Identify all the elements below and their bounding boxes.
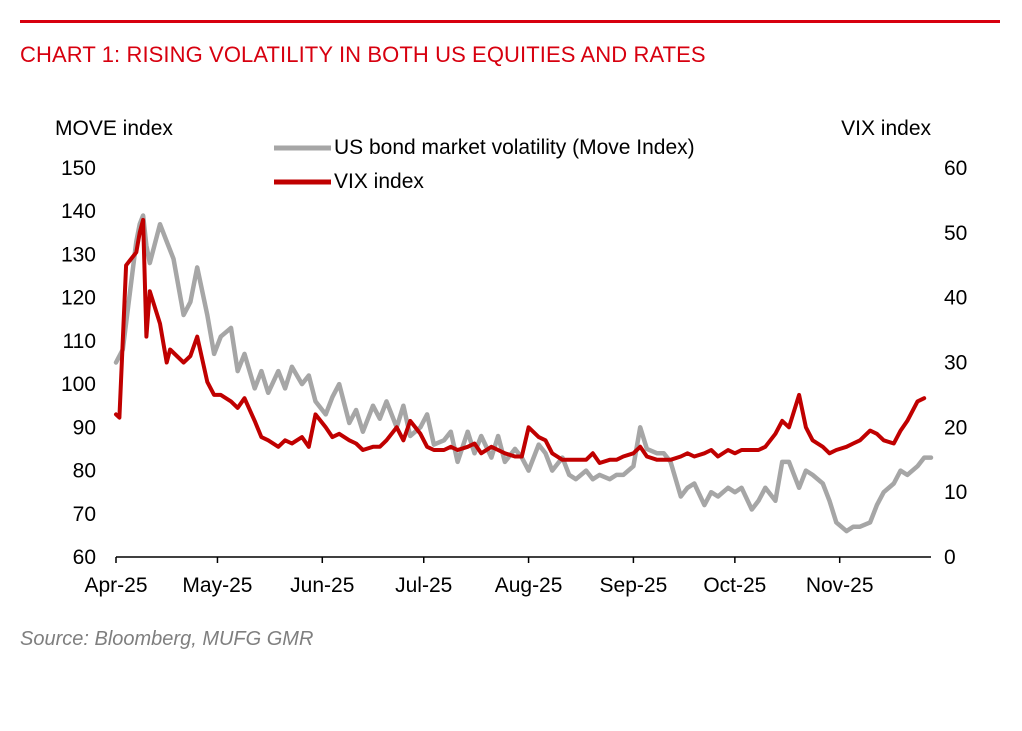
left-tick-label: 90 <box>73 416 96 439</box>
x-tick-label: Apr-25 <box>84 574 147 597</box>
left-axis-title: MOVE index <box>55 117 173 140</box>
left-tick-label: 70 <box>73 503 96 526</box>
x-tick-label: Aug-25 <box>495 574 563 597</box>
right-tick-label: 10 <box>944 481 967 504</box>
left-tick-label: 110 <box>63 330 96 353</box>
right-tick-label: 0 <box>944 546 956 569</box>
left-tick-label: 140 <box>61 200 96 223</box>
right-tick-label: 40 <box>944 287 967 310</box>
left-tick-label: 130 <box>61 243 96 266</box>
right-tick-label: 20 <box>944 416 967 439</box>
right-axis-title: VIX index <box>841 117 931 140</box>
x-tick-label: Oct-25 <box>703 574 766 597</box>
legend-label-move: US bond market volatility (Move Index) <box>334 136 695 159</box>
legend: US bond market volatility (Move Index) V… <box>274 136 695 193</box>
x-tick-label: Jun-25 <box>290 574 354 597</box>
top-rule <box>20 20 1000 23</box>
vix-series-line <box>114 217 927 465</box>
left-tick-label: 80 <box>73 460 96 483</box>
left-tick-label: 100 <box>61 373 96 396</box>
move-series-line <box>113 213 934 534</box>
right-tick-label: 50 <box>944 222 967 245</box>
x-tick-label: Jul-25 <box>395 574 452 597</box>
right-tick-label: 60 <box>944 157 967 180</box>
left-tick-label: 150 <box>61 157 96 180</box>
chart-title: CHART 1: RISING VOLATILITY IN BOTH US EQ… <box>20 42 706 67</box>
x-tick-label: Nov-25 <box>806 574 874 597</box>
legend-label-vix: VIX index <box>334 170 424 193</box>
source-note: Source: Bloomberg, MUFG GMR <box>20 628 314 650</box>
left-tick-label: 120 <box>61 287 96 310</box>
x-tick-label: May-25 <box>182 574 252 597</box>
right-tick-label: 30 <box>944 352 967 375</box>
left-tick-label: 60 <box>73 546 96 569</box>
x-tick-label: Sep-25 <box>600 574 668 597</box>
